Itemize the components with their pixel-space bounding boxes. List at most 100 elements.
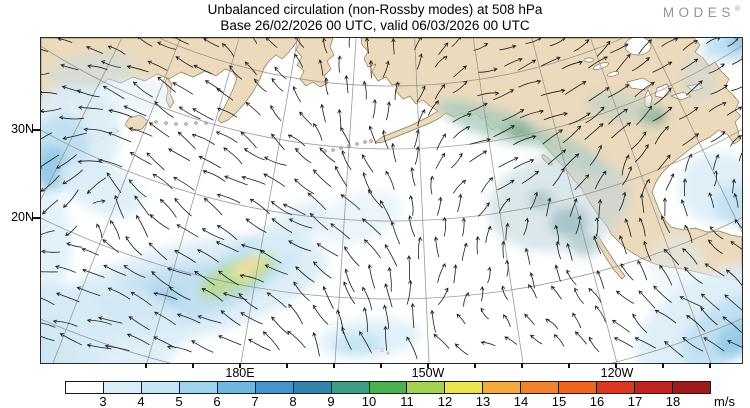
wind-arrow	[100, 60, 121, 68]
colorbar-tick-label: 5	[175, 394, 183, 408]
wind-arrow	[245, 218, 267, 233]
wind-arrow	[450, 152, 463, 169]
land-chukotka	[295, 38, 335, 88]
wind-arrow	[292, 85, 301, 103]
wind-arrow	[730, 241, 742, 250]
wind-arrow	[501, 240, 506, 259]
wind-arrow	[417, 236, 423, 260]
wind-arrow	[637, 260, 648, 281]
colorbar-segment	[597, 382, 636, 393]
wind-arrow	[635, 144, 649, 163]
wind-arrow	[282, 203, 306, 216]
wind-arrow	[253, 78, 267, 93]
wind-arrow	[493, 89, 515, 101]
wind-arrow	[478, 67, 498, 73]
colorbar-segment	[635, 382, 673, 393]
wind-arrow	[543, 112, 568, 121]
wind-arrow	[330, 223, 350, 240]
wind-arrow	[318, 59, 324, 76]
wind-arrow	[524, 247, 531, 265]
wind-arrow	[434, 236, 440, 258]
wind-arrow	[319, 147, 336, 163]
wind-arrow	[523, 217, 529, 236]
wind-arrow	[391, 38, 396, 55]
wind-arrow	[613, 337, 633, 348]
wind-arrow	[596, 40, 611, 57]
wind-arrow	[487, 266, 492, 284]
wind-arrow	[132, 81, 153, 98]
wind-arrow	[201, 287, 223, 302]
wind-arrow	[86, 343, 112, 350]
wind-arrow	[547, 149, 567, 165]
wind-arrow	[41, 271, 59, 273]
wind-arrow	[322, 38, 328, 54]
colorbar-tick-label: 10	[361, 394, 377, 408]
wind-arrow	[294, 53, 303, 68]
wind-arrow	[497, 179, 515, 191]
wind-arrow	[485, 225, 492, 243]
wind-arrow	[477, 202, 490, 217]
wind-arrow	[682, 247, 698, 265]
wind-arrow	[585, 106, 605, 124]
wind-arrow	[643, 240, 652, 261]
wind-arrow	[454, 343, 469, 356]
wind-arrow	[457, 193, 463, 212]
wind-arrow	[631, 131, 647, 150]
wind-arrow	[661, 215, 670, 233]
chart-title: Unbalanced circulation (non-Rossby modes…	[207, 2, 543, 17]
wind-arrow	[344, 268, 355, 293]
wind-arrow	[307, 192, 326, 210]
wind-arrow	[168, 286, 191, 301]
wind-arrow	[312, 304, 329, 325]
wind-arrow	[504, 336, 517, 345]
wind-arrow	[453, 179, 467, 194]
wind-arrow	[461, 242, 468, 261]
lon-tick	[474, 363, 476, 368]
colorbar-segment	[331, 382, 370, 393]
colorbar-tick-label: 12	[437, 394, 453, 408]
wind-arrow	[361, 154, 374, 173]
wind-arrow	[434, 83, 446, 100]
wind-arrow	[572, 312, 582, 329]
wind-arrow	[652, 61, 673, 73]
wind-arrow	[197, 315, 222, 324]
wind-arrow	[288, 240, 312, 252]
lat-tick-label: 20N	[11, 210, 34, 224]
wind-arrow	[524, 313, 535, 326]
colorbar-tick-label: 6	[213, 394, 221, 408]
colorbar-tick-label: 14	[513, 394, 529, 408]
wind-arrow	[341, 150, 352, 170]
wind-arrow	[243, 148, 265, 161]
wind-arrow	[76, 89, 100, 98]
wind-arrow	[152, 173, 173, 190]
colorbar-tick-label: 18	[665, 394, 681, 408]
wind-arrow	[262, 331, 280, 351]
wind-arrow	[271, 316, 289, 335]
wind-arrow	[682, 337, 704, 352]
wind-arrow	[436, 133, 446, 150]
wind-arrow	[220, 310, 241, 326]
wind-arrow	[103, 264, 127, 276]
colorbar-tick-label: 15	[551, 394, 567, 408]
lon-tick	[568, 363, 570, 368]
wind-arrow	[430, 175, 435, 195]
wind-arrow	[542, 129, 563, 145]
wind-arrow	[710, 84, 729, 95]
wind-arrow	[566, 242, 573, 261]
map-panel	[40, 37, 743, 364]
wind-arrow	[62, 132, 87, 140]
wind-arrow	[452, 80, 468, 94]
wind-arrow	[503, 314, 511, 327]
wind-arrow	[727, 38, 739, 47]
wind-arrow	[726, 106, 742, 116]
wind-arrow	[499, 44, 517, 51]
wind-arrow	[249, 198, 270, 215]
wind-arrow	[362, 306, 368, 332]
wind-arrow	[102, 239, 119, 253]
lon-tick	[239, 363, 241, 368]
wind-arrow	[197, 249, 219, 263]
lon-tick	[662, 363, 664, 368]
wind-arrow	[344, 246, 360, 267]
wind-arrow	[382, 304, 390, 330]
wind-arrow	[657, 154, 671, 171]
